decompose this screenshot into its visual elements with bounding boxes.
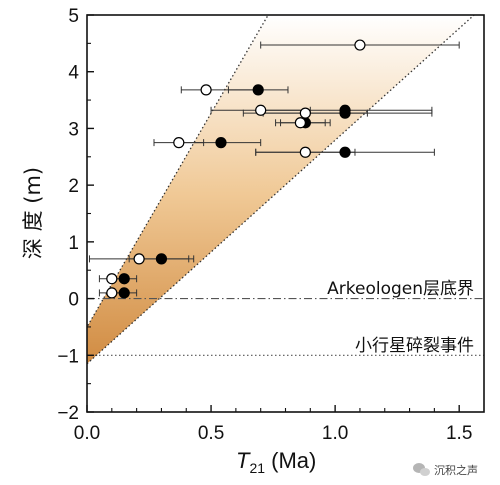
data-point-open [299,146,311,158]
x-tick-label: 1.5 [446,423,472,444]
annotation-asteroid-breakup: 小行星碎裂事件 [355,336,474,356]
band-lower-boundary [87,15,475,365]
data-point-filled [339,107,351,119]
data-point-open [294,117,306,129]
data-point-open [299,107,311,119]
x-tick-label: 0.5 [198,423,224,444]
y-tick-label: 4 [68,63,79,84]
data-point-open [200,84,212,96]
x-tick-label: 0.0 [74,423,100,444]
band-boundaries [87,15,475,365]
data-points [106,39,366,299]
x-axis-title: T21 (Ma) [236,448,316,476]
annotation-arkeologen: Arkeologen层底界 [327,279,474,299]
data-point-filled [155,253,168,265]
watermark-text: 沉积之声 [434,463,478,477]
y-tick-label: 5 [68,6,79,27]
y-axis-title: 深 度 (m) [21,167,45,259]
data-point-open [354,39,366,51]
watermark: 沉积之声 [413,463,478,477]
data-point-open [133,253,145,265]
y-tick-label: 1 [68,233,79,254]
reference-lines [87,298,484,356]
wechat-icon [413,463,430,476]
data-point-filled [118,287,130,299]
y-tick-label: 2 [68,176,79,197]
axis-ticks [86,14,460,413]
data-point-open [173,137,185,149]
data-point-filled [252,84,264,96]
data-point-open [106,273,118,285]
data-point-open [255,104,267,116]
x-tick-label: 1.0 [322,423,348,444]
data-point-filled [215,137,227,149]
data-point-filled [339,146,351,158]
y-tick-label: 0 [68,290,79,311]
data-point-open [106,287,118,299]
tick-labels: 0.0 0.5 1.0 1.5 5 4 3 2 1 0 −1 −2 [57,6,472,444]
y-tick-label: −1 [57,346,79,367]
y-tick-label: 3 [68,119,79,140]
y-tick-label: −2 [57,403,79,424]
data-point-filled [118,273,130,285]
